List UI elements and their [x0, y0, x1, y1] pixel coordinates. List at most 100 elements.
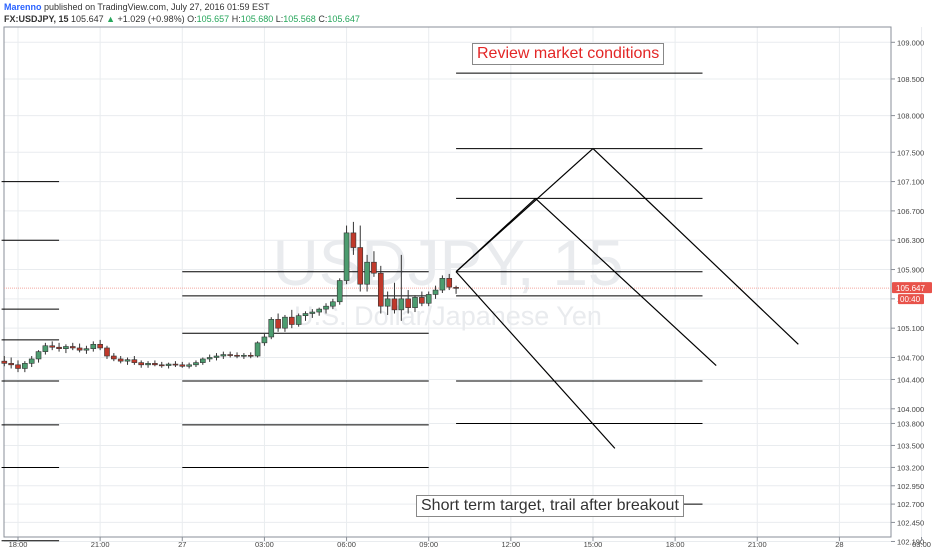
candle-body — [412, 297, 418, 308]
chart-grid — [4, 27, 923, 542]
close-value: 105.647 — [327, 14, 360, 24]
candle-body — [227, 354, 233, 356]
price-tick-label: 102.190 — [897, 537, 924, 546]
chart-frame — [3, 26, 892, 538]
candle-body — [83, 348, 90, 351]
price-tick-label: 104.400 — [897, 375, 924, 384]
candle-body — [377, 272, 384, 307]
last-price-badge — [892, 282, 932, 294]
candle-body — [200, 358, 206, 363]
price-tick-label: 102.450 — [897, 518, 924, 527]
trend-line — [455, 271, 616, 449]
price-tick-label: 102.950 — [897, 482, 924, 491]
candle-body — [206, 357, 213, 360]
watermark-name: U.S. Dollar/Japanese Yen — [294, 301, 602, 331]
chart-header: Marenno published on TradingView.com, Ju… — [4, 1, 924, 25]
candlestick-series — [1, 221, 459, 373]
candle-body — [56, 346, 62, 349]
candle-body — [323, 305, 329, 310]
symbol-label: FX:USDJPY, 15 — [4, 14, 69, 24]
publish-line: Marenno published on TradingView.com, Ju… — [4, 1, 924, 13]
candle-body — [268, 319, 275, 338]
candle-body — [384, 298, 391, 307]
candle-body — [419, 297, 425, 304]
price-tick-label: 104.700 — [897, 353, 924, 362]
trend-line — [592, 148, 799, 345]
candle-body — [247, 354, 254, 357]
time-tick-label: 09:00 — [419, 540, 438, 549]
trend-lines[interactable] — [455, 148, 799, 449]
candle-body — [111, 355, 117, 360]
candle-body — [309, 311, 316, 314]
candle-body — [364, 261, 370, 285]
candle-body — [254, 342, 261, 357]
candle-body — [90, 343, 97, 349]
time-axis[interactable]: 18:00 21:00 27 03:00 06:00 09:00 12:00 15:00 18:… — [9, 537, 931, 549]
candle-body — [371, 261, 377, 274]
candle-body — [391, 298, 398, 311]
candle-body — [295, 315, 302, 325]
candle-body — [446, 278, 453, 288]
candle-body — [213, 355, 220, 358]
price-tick-label: 106.700 — [897, 207, 924, 216]
price-tick-label: 107.500 — [897, 148, 924, 157]
time-tick-label: 15:00 — [584, 540, 603, 549]
candle-body — [152, 363, 158, 366]
price-tick-label: 106.300 — [897, 236, 924, 245]
candle-body — [193, 362, 199, 366]
last-price: 105.647 — [71, 14, 104, 24]
candle-body — [131, 359, 138, 363]
time-tick-label: 06:00 — [337, 540, 356, 549]
price-tick-label: 103.500 — [897, 441, 924, 450]
time-tick-label: 27 — [178, 540, 186, 549]
candle-body — [158, 364, 165, 367]
candle-body — [179, 364, 186, 367]
candle-body — [241, 354, 247, 357]
candle-body — [350, 232, 357, 248]
time-tick-label: 28 — [835, 540, 843, 549]
plot-border — [3, 26, 892, 538]
candle-body — [343, 232, 350, 281]
candle-body — [398, 298, 405, 311]
close-label: C: — [318, 14, 328, 24]
annotation-review-market[interactable]: Review market conditions — [472, 43, 665, 65]
candle-body — [330, 301, 336, 307]
candle-body — [104, 347, 110, 357]
candle-body — [63, 346, 69, 349]
horizontal-levels[interactable] — [1, 72, 703, 542]
candle-body — [124, 359, 131, 362]
price-tick-label: 108.500 — [897, 75, 924, 84]
candle-body — [282, 316, 288, 329]
last-price-badge-text: 105.647 — [896, 284, 925, 293]
countdown-badge — [898, 294, 924, 305]
candle-body — [117, 358, 124, 362]
up-arrow-icon: ▲ — [106, 14, 116, 24]
high-value: 105.680 — [240, 14, 274, 24]
low-value: 105.568 — [283, 14, 316, 24]
annotation-short-term-target[interactable]: Short term target, trail after breakout — [416, 495, 684, 517]
open-value: 105.657 — [196, 14, 230, 24]
time-tick-label: 21:00 — [748, 540, 767, 549]
candle-body — [22, 363, 28, 369]
time-tick-label: 18:00 — [666, 540, 685, 549]
price-tick-label: 105.900 — [897, 266, 924, 275]
candle-body — [28, 358, 35, 364]
price-tick-label: 109.000 — [897, 38, 924, 47]
candle-body — [405, 298, 411, 308]
candle-body — [49, 345, 56, 348]
candle-body — [76, 347, 83, 351]
price-tick-label: 105.100 — [897, 324, 924, 333]
candle-body — [439, 278, 446, 291]
candle-body — [1, 360, 8, 364]
price-change: +1.029 (+0.98%) — [117, 14, 185, 24]
candle-body — [165, 363, 172, 366]
time-tick-label: 21:00 — [91, 540, 110, 549]
candle-body — [453, 287, 459, 289]
candle-body — [145, 363, 151, 366]
price-badges: 105.647 00:40 — [892, 282, 932, 305]
candle-body — [69, 346, 76, 349]
author-name[interactable]: Marenno — [4, 2, 42, 12]
time-tick-label: 03:00 — [912, 540, 931, 549]
